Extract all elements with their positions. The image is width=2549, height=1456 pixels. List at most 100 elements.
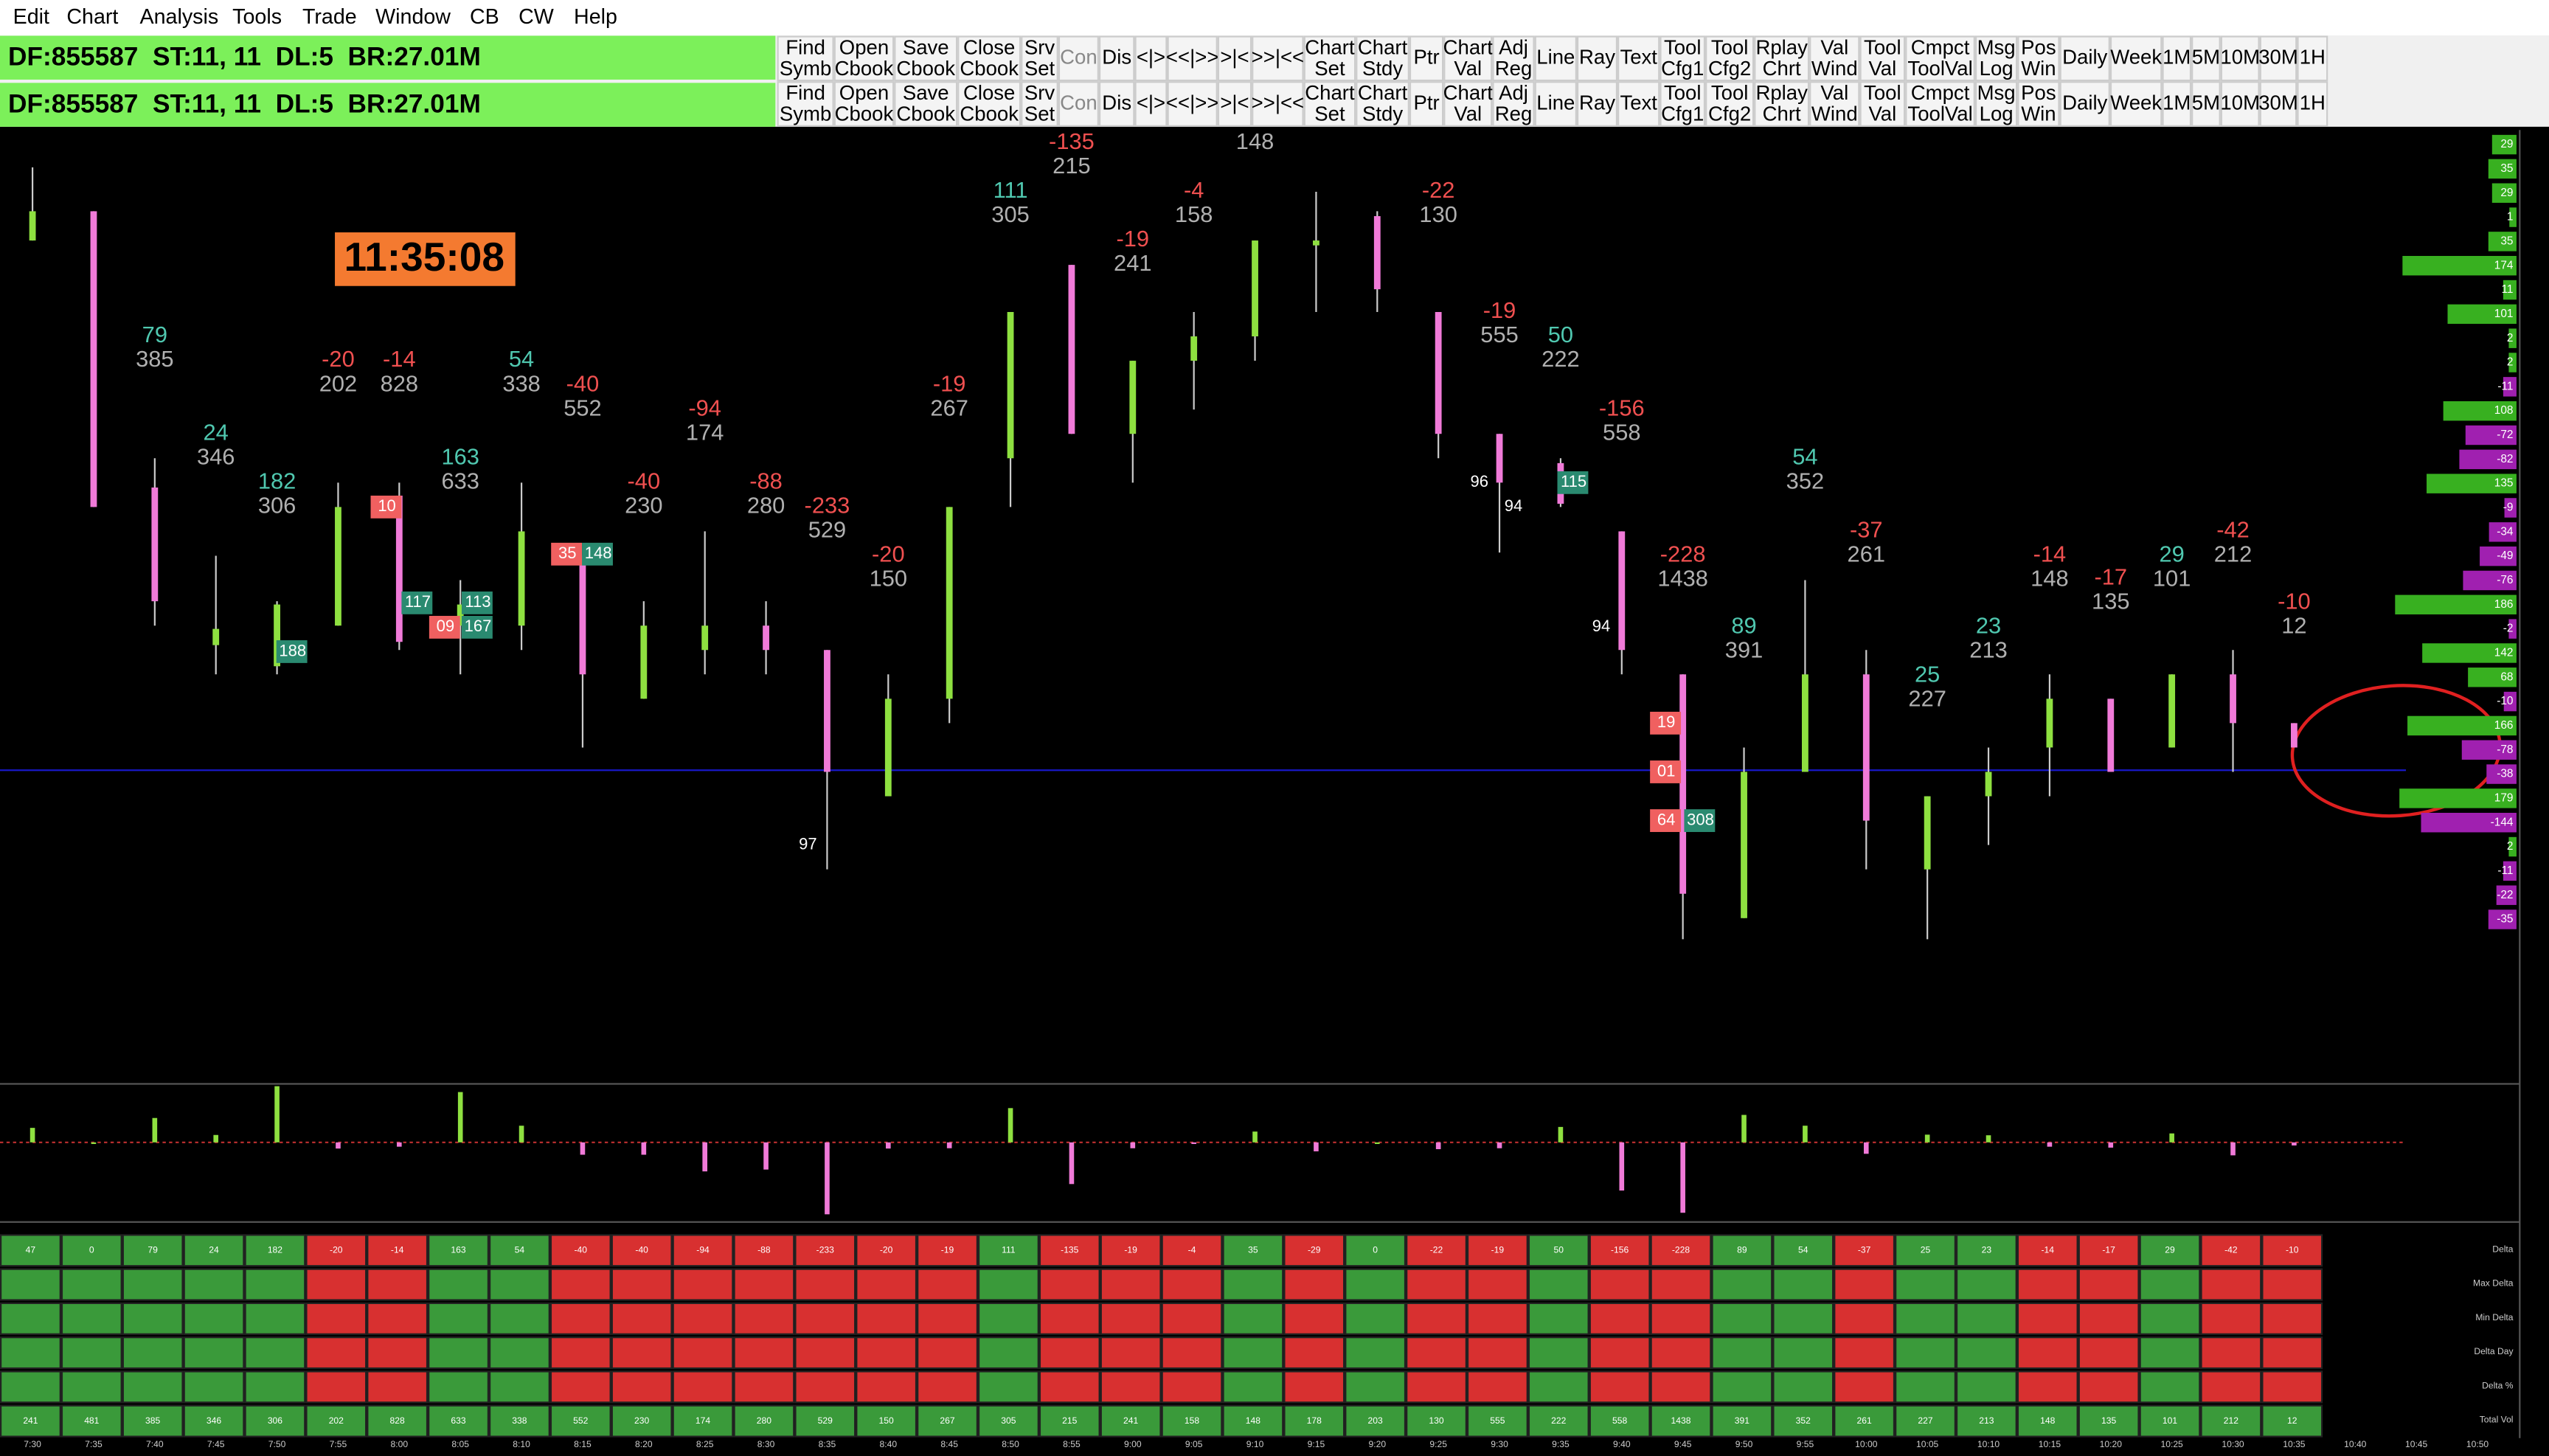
table-value: -135 [1061, 1245, 1079, 1255]
toolbar-button[interactable] [2259, 35, 2297, 82]
table-cell [672, 1302, 734, 1335]
toolbar-button[interactable] [1705, 81, 1755, 127]
toolbar-button[interactable] [894, 81, 958, 127]
toolbar-button[interactable] [2162, 81, 2192, 127]
button-label: >>|<< [1252, 46, 1304, 69]
toolbar-button[interactable] [1809, 81, 1860, 127]
toolbar-button[interactable] [1252, 81, 1304, 127]
time-label: 10:35 [2283, 1439, 2306, 1449]
menu-item[interactable]: Analysis [140, 5, 219, 29]
toolbar-button[interactable] [1534, 81, 1577, 127]
delta-label: 54 [509, 346, 534, 372]
toolbar-button[interactable] [777, 81, 834, 127]
toolbar-button[interactable] [1021, 81, 1058, 127]
toolbar-button[interactable] [1217, 81, 1252, 127]
toolbar-button[interactable] [2297, 35, 2328, 82]
toolbar-button[interactable] [1443, 35, 1493, 82]
toolbar-button[interactable] [2162, 35, 2192, 82]
toolbar-button[interactable] [1303, 35, 1356, 82]
toolbar-button[interactable] [957, 35, 1022, 82]
toolbar-button[interactable] [957, 81, 1022, 127]
toolbar-button[interactable] [1167, 81, 1218, 127]
toolbar-button[interactable] [1134, 35, 1168, 82]
toolbar-button[interactable] [2059, 81, 2110, 127]
toolbar-button[interactable] [1492, 81, 1535, 127]
toolbar-button[interactable] [1705, 35, 1755, 82]
toolbar-button[interactable] [1576, 35, 1618, 82]
toolbar-button[interactable] [1576, 81, 1618, 127]
toolbar-button[interactable] [1252, 35, 1304, 82]
toolbar-button[interactable] [2109, 81, 2163, 127]
toolbar-button[interactable] [2017, 81, 2060, 127]
toolbar-button[interactable] [1660, 35, 1706, 82]
toolbar-button[interactable] [1492, 35, 1535, 82]
menu-item[interactable]: Help [574, 5, 617, 29]
toolbar-button[interactable] [1443, 81, 1493, 127]
toolbar-button[interactable] [1905, 81, 1975, 127]
toolbar-button[interactable] [1217, 35, 1252, 82]
toolbar-button[interactable] [1754, 35, 1810, 82]
toolbar-button[interactable] [2059, 35, 2110, 82]
toolbar-button[interactable] [2220, 81, 2260, 127]
menu-item[interactable]: CW [519, 5, 554, 29]
toolbar-button[interactable] [777, 35, 834, 82]
toolbar-button[interactable] [1754, 81, 1810, 127]
toolbar-button[interactable] [2259, 81, 2297, 127]
toolbar-button[interactable] [1974, 35, 2018, 82]
marker-box [1650, 711, 1682, 735]
toolbar-button[interactable] [1098, 35, 1135, 82]
table-value: -17 [2102, 1245, 2115, 1255]
menu-item[interactable]: Edit [13, 5, 49, 29]
table-value: -14 [391, 1245, 404, 1255]
delta-label: -4 [1184, 177, 1204, 203]
delta-bar [946, 1142, 952, 1148]
toolbar-button[interactable] [1058, 35, 1099, 82]
toolbar-button[interactable] [894, 35, 958, 82]
toolbar-button[interactable] [1134, 81, 1168, 127]
toolbar-button[interactable] [1859, 35, 1906, 82]
profile-label: 11 [2502, 283, 2514, 296]
toolbar-button[interactable] [1859, 81, 1906, 127]
toolbar-button[interactable] [1098, 81, 1135, 127]
menu-item[interactable]: Trade [302, 5, 357, 29]
toolbar-button[interactable] [1534, 35, 1577, 82]
toolbar-button[interactable] [1809, 35, 1860, 82]
toolbar-button[interactable] [1021, 35, 1058, 82]
menu-item[interactable]: CB [470, 5, 499, 29]
table-cell [1895, 1234, 1956, 1267]
time-label: 8:05 [451, 1439, 469, 1449]
time-label: 9:25 [1429, 1439, 1447, 1449]
toolbar-button[interactable] [833, 35, 895, 82]
toolbar-button[interactable] [1303, 81, 1356, 127]
button-label: Set [1024, 57, 1055, 80]
profile-bar [2402, 255, 2517, 276]
toolbar-button[interactable] [833, 81, 895, 127]
toolbar-button[interactable] [2297, 81, 2328, 127]
toolbar-button[interactable] [1974, 81, 2018, 127]
toolbar-button[interactable] [1617, 81, 1660, 127]
toolbar-button[interactable] [2191, 35, 2221, 82]
toolbar-button[interactable] [1660, 81, 1706, 127]
toolbar-button[interactable] [1356, 81, 1409, 127]
marker-label: 01 [1657, 761, 1676, 780]
toolbar-button[interactable] [1905, 35, 1975, 82]
toolbar-button[interactable] [1356, 35, 1409, 82]
menu-item[interactable]: Chart [66, 5, 118, 29]
toolbar-button[interactable] [2109, 35, 2163, 82]
toolbar-button[interactable] [2191, 81, 2221, 127]
toolbar-button[interactable] [1409, 35, 1444, 82]
menu-item[interactable]: Window [375, 5, 451, 29]
toolbar-button[interactable] [2220, 35, 2260, 82]
menu-item[interactable]: Tools [232, 5, 282, 29]
table-cell [549, 1337, 611, 1370]
toolbar-button[interactable] [1058, 81, 1099, 127]
toolbar-button[interactable] [1617, 35, 1660, 82]
toolbar-button[interactable] [1167, 35, 1218, 82]
table-cell [1589, 1302, 1651, 1335]
delta-label: 111 [993, 177, 1028, 203]
candle [824, 650, 830, 772]
toolbar-button[interactable] [1409, 81, 1444, 127]
table-cell [60, 1234, 122, 1267]
toolbar-button[interactable] [2017, 35, 2060, 82]
table-cell [1895, 1302, 1956, 1335]
